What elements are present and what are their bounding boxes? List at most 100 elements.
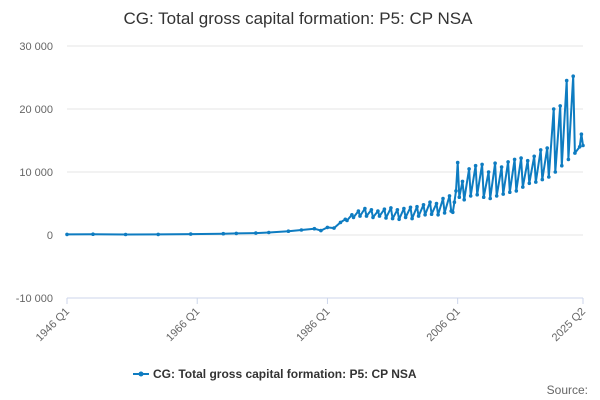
data-point[interactable] [493,161,497,165]
x-tick-label: 1966 Q1 [164,306,202,344]
data-point[interactable] [532,154,536,159]
data-point[interactable] [457,195,462,199]
data-point[interactable] [494,194,499,198]
chart-title: CG: Total gross capital formation: P5: C… [124,9,474,28]
data-point[interactable] [382,207,387,211]
data-point[interactable] [577,145,582,149]
data-point[interactable] [581,143,585,148]
data-point[interactable] [428,200,432,204]
data-point[interactable] [534,180,538,184]
data-point[interactable] [319,228,323,233]
data-point[interactable] [480,162,484,167]
data-point[interactable] [521,185,525,189]
data-point[interactable] [188,232,193,236]
data-point[interactable] [369,208,374,212]
series-layer [65,74,585,237]
data-point[interactable] [389,206,393,210]
data-point[interactable] [221,231,226,236]
data-point[interactable] [560,163,564,168]
data-point[interactable] [356,209,361,213]
data-point[interactable] [564,78,569,83]
data-point[interactable] [91,232,95,236]
data-point[interactable] [558,104,562,108]
data-point[interactable] [350,213,354,217]
data-point[interactable] [429,212,434,216]
data-point[interactable] [451,210,455,215]
data-point[interactable] [579,132,584,136]
data-point[interactable] [390,216,395,221]
data-point[interactable] [123,232,128,237]
data-point[interactable] [527,181,532,186]
data-point[interactable] [363,206,367,211]
data-point[interactable] [501,192,506,196]
data-point[interactable] [473,163,478,168]
data-point[interactable] [468,194,473,198]
data-point[interactable] [519,156,523,160]
data-point[interactable] [351,215,356,220]
data-point[interactable] [547,175,551,179]
data-point[interactable] [462,197,467,202]
y-tick-label: 20 000 [19,104,53,116]
data-point[interactable] [332,226,336,230]
data-point[interactable] [551,107,556,111]
data-point[interactable] [454,189,458,193]
data-point[interactable] [460,179,465,184]
data-point[interactable] [434,201,439,206]
data-point[interactable] [395,208,400,212]
data-point[interactable] [416,214,421,218]
data-point[interactable] [403,215,408,220]
y-tick-label: -10 000 [16,293,53,305]
data-point[interactable] [538,148,543,152]
data-point[interactable] [312,226,317,231]
data-point[interactable] [358,214,362,218]
data-point[interactable] [488,196,493,201]
data-point[interactable] [376,209,380,213]
data-point[interactable] [415,204,419,209]
data-point[interactable] [377,214,382,218]
data-point[interactable] [514,189,519,193]
data-point[interactable] [384,216,388,220]
data-point[interactable] [481,195,486,199]
data-point[interactable] [325,225,330,230]
data-point[interactable] [338,220,343,225]
data-point[interactable] [65,232,69,237]
data-point[interactable] [452,200,457,204]
data-point[interactable] [566,157,571,162]
data-point[interactable] [156,232,160,237]
data-point[interactable] [234,231,239,236]
data-point[interactable] [364,214,369,218]
data-point[interactable] [486,170,491,174]
data-point[interactable] [467,167,471,171]
data-point[interactable] [410,216,414,221]
legend[interactable]: CG: Total gross capital formation: P5: C… [133,367,417,381]
data-point[interactable] [540,177,545,182]
data-point[interactable] [571,74,575,78]
data-point[interactable] [506,160,510,164]
data-point[interactable] [447,194,452,198]
data-point[interactable] [499,165,504,169]
data-point[interactable] [371,215,375,220]
data-point[interactable] [267,230,271,235]
data-point[interactable] [397,217,401,222]
data-point[interactable] [442,211,447,215]
data-point[interactable] [525,158,530,163]
data-point[interactable] [475,192,480,197]
data-point[interactable] [299,228,304,232]
data-point[interactable] [423,213,427,217]
data-point[interactable] [286,229,291,233]
data-point[interactable] [455,160,460,165]
data-point[interactable] [573,151,577,155]
data-point[interactable] [408,205,413,210]
data-point[interactable] [553,170,558,174]
data-point[interactable] [441,196,445,201]
source-label: Source: [547,383,588,397]
data-point[interactable] [545,146,549,150]
data-point[interactable] [345,218,349,223]
data-point[interactable] [436,213,440,217]
data-point[interactable] [402,206,406,211]
data-point[interactable] [421,203,426,207]
data-point[interactable] [254,231,258,235]
data-point[interactable] [508,190,512,194]
data-point[interactable] [512,157,517,162]
y-tick-label: 10 000 [19,167,53,179]
